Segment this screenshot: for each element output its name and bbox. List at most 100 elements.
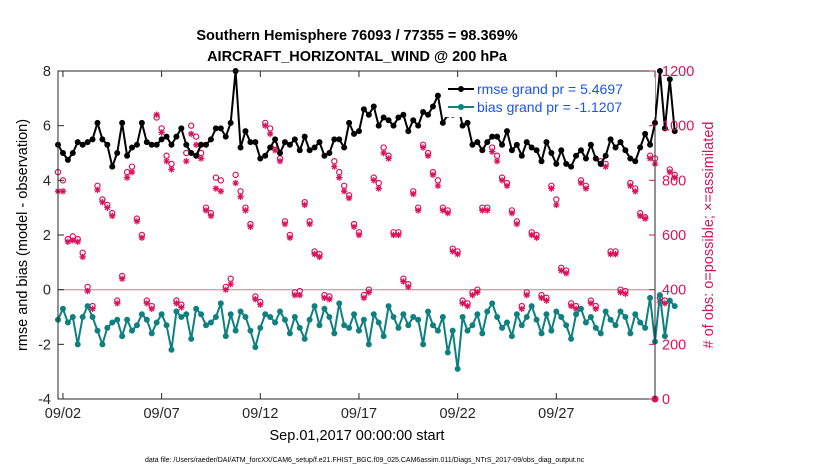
rmse-point	[503, 128, 510, 135]
obs-assimilated-point	[326, 296, 333, 303]
rmse-point	[415, 122, 422, 129]
obs-assimilated-point	[128, 168, 136, 176]
bias-point	[405, 322, 412, 329]
bias-point	[528, 303, 535, 310]
rmse-point	[484, 139, 491, 146]
y2-tick-label: 0	[662, 392, 670, 408]
bias-point	[553, 308, 560, 315]
bias-point	[400, 311, 407, 318]
obs-assimilated-point	[133, 218, 141, 225]
x-axis-label: Sep.01,2017 00:00:00 start	[270, 428, 445, 444]
obs-assimilated-point	[360, 294, 368, 302]
bias-point	[262, 311, 269, 318]
rmse-point	[351, 130, 358, 137]
data-file-footer: data file: /Users/raeder/DAI/ATM_forcXX/…	[145, 457, 585, 464]
bias-point	[474, 311, 481, 318]
obs-assimilated-point	[493, 158, 501, 165]
rmse-point	[390, 122, 397, 129]
rmse-point	[627, 155, 634, 162]
obs-assimilated-point	[118, 275, 126, 282]
obs-assimilated-point	[390, 231, 397, 239]
rmse-point	[617, 139, 624, 146]
bias-point	[198, 311, 205, 318]
rmse-point	[425, 111, 432, 118]
rmse-point	[69, 150, 76, 156]
bias-series	[55, 292, 678, 372]
bias-point	[568, 335, 575, 342]
bias-point	[617, 308, 624, 315]
y2-axis-label: # of obs: o=possible; ×=assimilated	[701, 122, 717, 349]
obs-assimilated-point	[488, 148, 496, 155]
obs-assimilated-point	[227, 281, 234, 288]
obs-assimilated-point	[562, 270, 570, 277]
obs-assimilated-point	[464, 302, 471, 310]
bias-point	[420, 341, 427, 348]
obs-assimilated-point	[523, 291, 530, 299]
rmse-point	[64, 156, 71, 163]
obs-assimilated-point	[405, 283, 412, 291]
bias-point	[301, 335, 308, 342]
obs-assimilated-point	[454, 250, 461, 258]
rmse-point	[84, 139, 91, 146]
rmse-point	[158, 136, 165, 143]
rmse-point	[267, 144, 274, 151]
legend-box	[443, 77, 655, 117]
obs-assimilated-point	[607, 250, 614, 258]
rmse-point	[163, 133, 170, 140]
rmse-point	[281, 139, 288, 146]
rmse-point	[277, 150, 284, 156]
obs-assimilated-point	[429, 171, 437, 179]
rmse-point	[513, 141, 520, 148]
bias-point	[543, 311, 550, 318]
rmse-point	[114, 150, 121, 156]
rmse-point	[99, 136, 106, 143]
obs-assimilated-point	[237, 193, 244, 200]
bias-point	[577, 305, 584, 312]
rmse-point	[237, 144, 244, 151]
bias-point	[385, 303, 392, 310]
obs-assimilated-point	[163, 158, 170, 165]
obs-assimilated-point	[370, 177, 377, 184]
bias-point	[178, 314, 185, 320]
bias-point	[346, 324, 353, 331]
bias-point	[114, 316, 121, 323]
obs-assimilated-point	[257, 301, 264, 308]
bias-point	[666, 297, 673, 304]
bias-point	[380, 333, 387, 340]
bias-point	[331, 330, 338, 337]
rmse-point	[272, 136, 279, 143]
obs-assimilated-point	[336, 174, 343, 181]
bias-point	[622, 314, 629, 320]
rmse-point	[257, 155, 264, 162]
rmse-point	[207, 136, 214, 143]
bias-point	[351, 311, 358, 318]
bias-point	[563, 322, 570, 329]
bias-point	[410, 314, 417, 320]
rmse-point	[582, 155, 589, 162]
obs-assimilated-point	[572, 305, 580, 312]
obs-assimilated-point	[410, 190, 417, 198]
rmse-point	[262, 152, 269, 159]
obs-assimilated-point	[173, 300, 180, 307]
bias-point	[582, 319, 589, 326]
bias-point	[232, 327, 239, 334]
obs-assimilated-point	[380, 149, 387, 157]
y2-tick-label: 1000	[662, 119, 694, 135]
rmse-point	[355, 128, 362, 135]
obs-assimilated-point	[247, 223, 254, 230]
rmse-point	[602, 152, 609, 159]
rmse-point	[405, 128, 412, 135]
y-axis-right: 0 200 400 600 800 1000 1200	[649, 64, 694, 408]
bias-point	[74, 341, 81, 348]
bias-point	[163, 322, 170, 329]
obs-assimilated-point	[281, 220, 289, 228]
bias-point	[183, 311, 190, 318]
bias-point	[257, 324, 264, 331]
bias-point	[489, 300, 496, 307]
obs-assimilated-point	[508, 209, 516, 217]
obs-assimilated-point	[340, 188, 348, 195]
y2-tick-label: 200	[662, 337, 686, 353]
rmse-point	[212, 125, 219, 132]
obs-assimilated-point	[533, 234, 540, 241]
bias-point	[84, 303, 91, 310]
